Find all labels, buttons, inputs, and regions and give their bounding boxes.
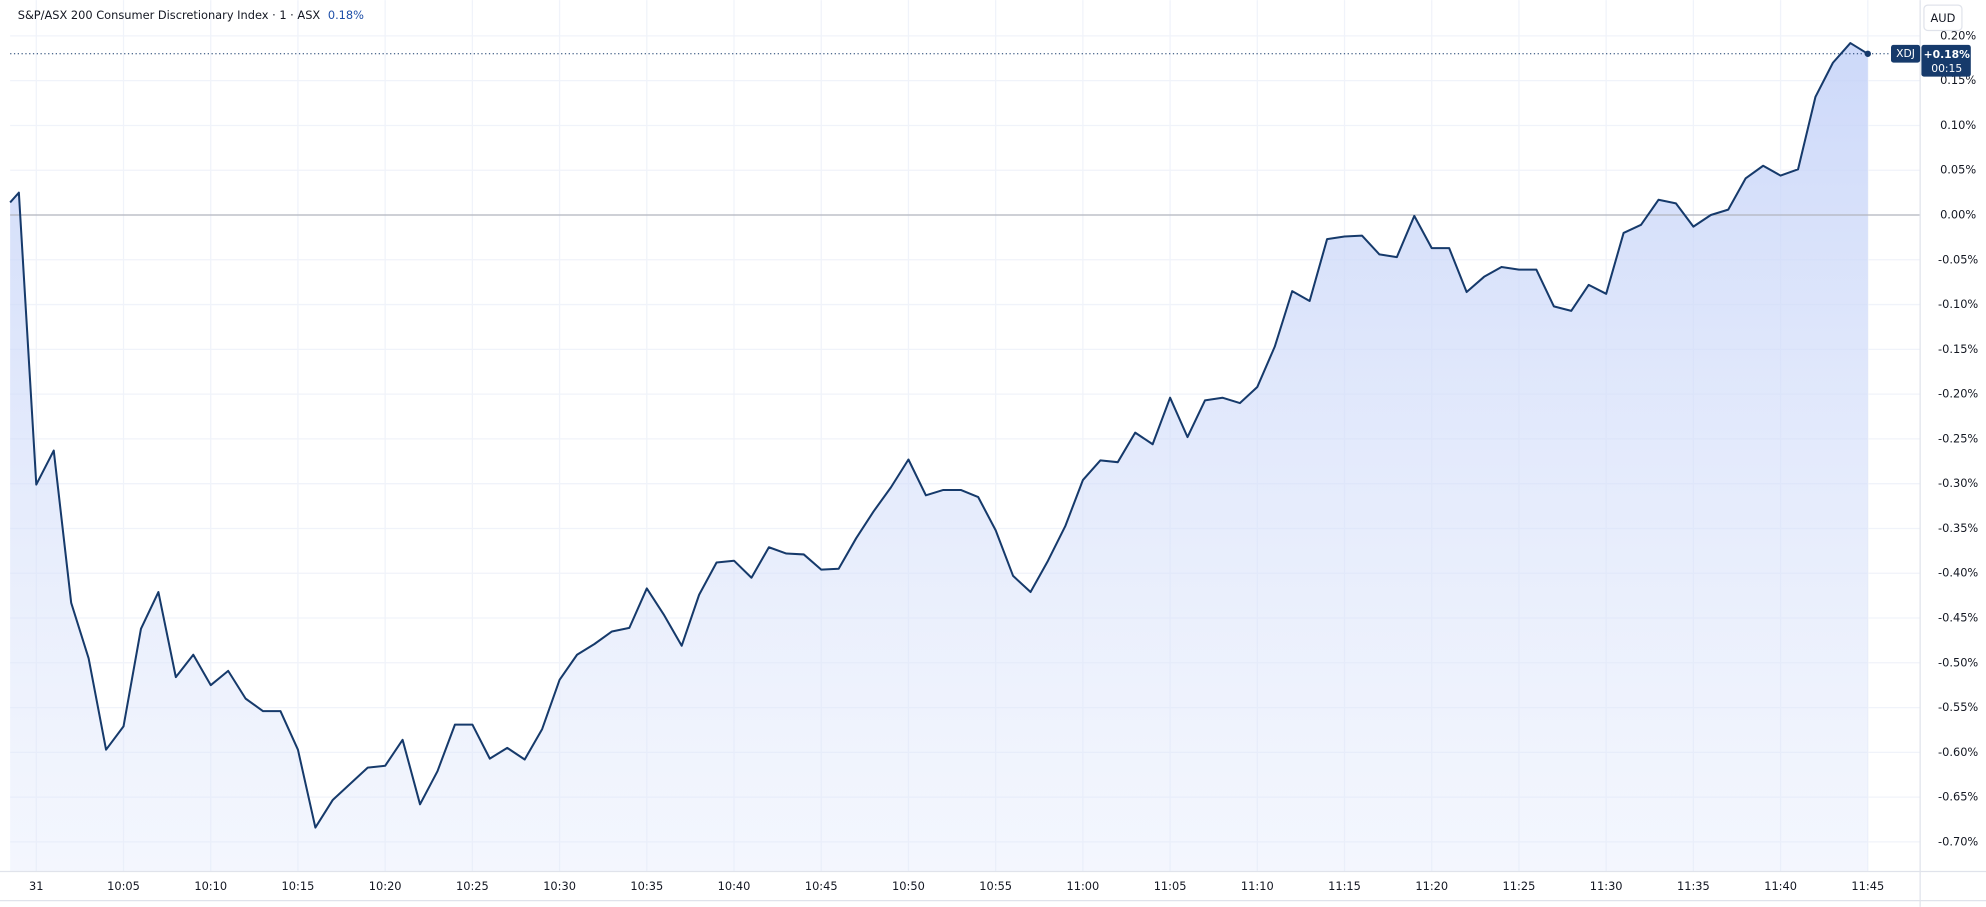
axes: 0.20% 0.15% 0.10% 0.05% 0.00% -0.05% -0.10% -0.… [29,28,1978,893]
y-tick-label: -0.20% [1938,387,1978,401]
y-tick-label: -0.25% [1938,431,1978,445]
y-tick-label: 0.15% [1940,73,1976,87]
x-tick-label: 10:15 [282,879,315,893]
x-tick-label: 11:30 [1590,879,1623,893]
y-tick-label: -0.15% [1938,342,1978,356]
x-tick-label: 11:35 [1677,879,1710,893]
chart-title: S&P/ASX 200 Consumer Discretionary Index… [18,8,321,22]
x-tick-label: 10:05 [107,879,140,893]
x-tick-label: 11:05 [1154,879,1187,893]
x-tick-label: 10:45 [805,879,838,893]
plot [9,42,1921,872]
last-point [1864,50,1871,57]
price-tag [1921,44,1971,77]
x-tick-label: 10:10 [194,879,227,893]
y-tick-label: -0.50% [1938,655,1978,669]
x-tick-label: 10:55 [979,879,1012,893]
x-tick-label: 11:00 [1066,879,1099,893]
x-tick-label: 10:20 [369,879,402,893]
change-label: 0.18% [328,8,364,22]
y-tick-label: -0.05% [1938,252,1978,266]
x-tick-label: 11:25 [1503,879,1536,893]
x-tick-label: 10:50 [892,879,925,893]
y-tick-label: -0.10% [1938,297,1978,311]
y-tick-label: 0.00% [1940,208,1976,222]
y-tick-label: 0.10% [1940,118,1976,132]
y-tick-label: -0.35% [1938,521,1978,535]
currency-label[interactable]: AUD [1930,11,1955,25]
y-tick-label: -0.65% [1938,790,1978,804]
x-tick-label: 11:15 [1328,879,1361,893]
y-tick-label: -0.70% [1938,834,1978,848]
price-tag-countdown: 00:15 [1931,62,1962,75]
y-tick-label: -0.40% [1938,566,1978,580]
area [10,43,1868,872]
y-tick-label: 0.05% [1940,163,1976,177]
y-tick-label: -0.60% [1938,745,1978,759]
x-tick-label: 10:30 [543,879,576,893]
y-tick-label: -0.30% [1938,476,1978,490]
x-tick-label: 10:35 [630,879,663,893]
y-tick-label: 0.20% [1940,28,1976,42]
line [9,42,1869,829]
price-tag-value: +0.18% [1924,48,1971,61]
x-tick-label: 10:40 [718,879,751,893]
x-tick-label: 10:25 [456,879,489,893]
x-tick-label: 11:10 [1241,879,1274,893]
y-tick-label: -0.45% [1938,611,1978,625]
currency-button[interactable] [1923,4,1963,32]
symbol-tag [1891,44,1921,63]
y-tick-label: -0.55% [1938,700,1978,714]
x-tick-label: 11:45 [1851,879,1884,893]
x-tick-label: 11:20 [1415,879,1448,893]
x-tick-label: 31 [29,879,43,893]
x-tick-label: 11:40 [1764,879,1797,893]
symbol-label: XDJ [1896,47,1915,60]
